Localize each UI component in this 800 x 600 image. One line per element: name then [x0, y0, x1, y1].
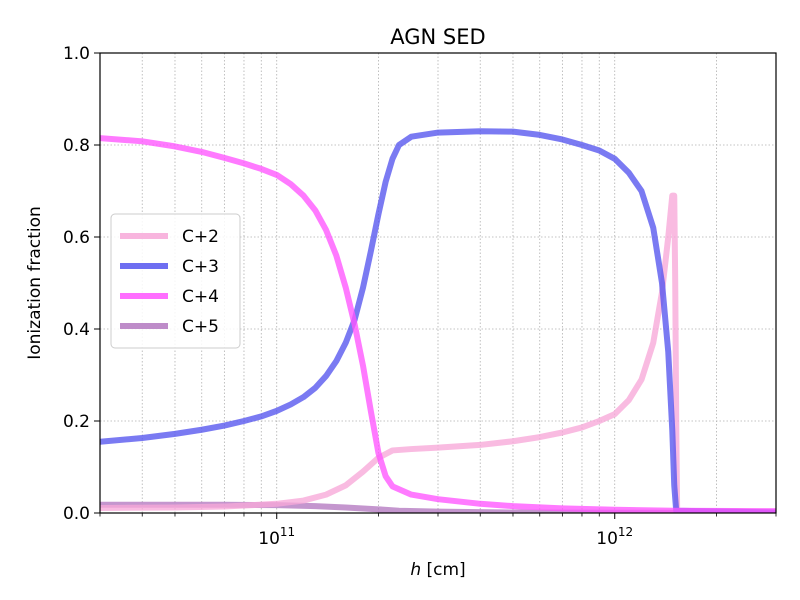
y-tick-label: 0.4	[63, 320, 90, 340]
y-tick-label: 0.0	[63, 504, 90, 524]
x-axis-label: h [cm]	[410, 560, 465, 580]
x-tick-labels: 1011 1012	[258, 525, 633, 549]
x-axis-label-symbol: h	[410, 560, 421, 580]
series-line-Cplus4	[100, 135, 776, 513]
x-tick-exponent: 12	[618, 525, 633, 539]
x-tick-base: 10	[596, 529, 618, 549]
y-tick-label: 0.6	[63, 228, 90, 248]
legend-label-Cplus2: C+2	[182, 227, 219, 247]
y-axis-label: Ionization fraction	[25, 206, 45, 360]
legend-frame	[110, 213, 241, 349]
series-line-Cplus3	[100, 128, 776, 513]
y-tick-label: 1.0	[63, 44, 90, 64]
x-axis-label-unit: [cm]	[421, 560, 466, 580]
x-tick-base: 10	[258, 529, 280, 549]
y-tick-label: 0.8	[63, 136, 90, 156]
legend-label-Cplus3: C+3	[182, 257, 219, 277]
x-tick-exponent: 11	[280, 525, 295, 539]
x-tick-label: 1012	[596, 525, 633, 549]
legend: C+2 C+3 C+4 C+5	[110, 213, 241, 349]
series-line-Cplus2	[100, 192, 776, 513]
axis-ticks	[94, 52, 777, 519]
legend-label-Cplus5: C+5	[182, 317, 219, 337]
legend-label-Cplus4: C+4	[182, 287, 219, 307]
y-tick-label: 0.2	[63, 412, 90, 432]
chart-title: AGN SED	[390, 25, 485, 49]
x-tick-label: 1011	[258, 525, 295, 549]
y-tick-labels: 0.0 0.2 0.4 0.6 0.8 1.0	[63, 44, 90, 524]
